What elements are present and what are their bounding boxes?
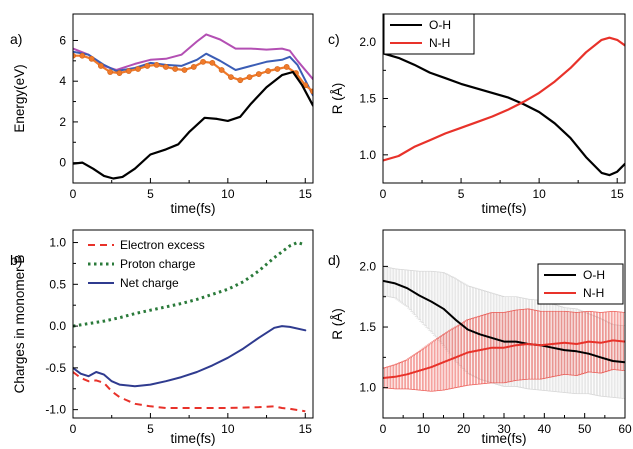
data-point [209,59,216,66]
data-point [172,66,179,72]
panel-c: 0 5 10 15 1.0 1.5 2.0 c) time(fs) R (Å) O-H N-H [328,13,626,216]
series-line-n-h [383,339,625,379]
data-point [237,77,244,84]
data-point [190,64,197,70]
panel-label: d) [328,252,340,268]
y-tick-label: 1.5 [359,92,376,106]
x-tick-label: 10 [221,422,235,436]
x-tick-label: 0 [70,422,77,436]
y-axis-label: R (Å) [330,308,345,340]
data-point [283,64,290,70]
legend-label: O-H [429,18,451,32]
data-point [163,64,169,70]
x-tick-label: 60 [618,422,632,436]
series-line-proton-charge [73,241,306,328]
axes-frame [72,229,314,419]
x-tick-label: 5 [147,422,154,436]
x-tick-label: 0 [70,187,77,201]
data-point [125,68,132,74]
series-line-3 [73,70,313,180]
series-line-o-h [383,279,625,364]
legend-box [383,13,475,55]
data-point [88,55,95,62]
x-tick-label: 15 [611,187,625,201]
x-tick-label: 0 [380,187,387,201]
plot-area [73,33,313,180]
plot-area [73,241,307,413]
plot-area [383,266,625,399]
data-point [144,63,151,69]
x-tick-label: 40 [538,422,552,436]
panel-label: a) [10,31,22,47]
data-point [246,74,253,81]
data-point [181,67,188,73]
axes-frame [72,13,314,184]
series-line-electron-excess [73,371,306,413]
data-point [218,67,225,73]
panel-label: b) [10,252,22,268]
y-tick-label: 1.5 [359,320,376,334]
legend-label: N-H [583,286,604,300]
panel-d: 0 10 20 30 40 50 60 1.0 1.5 2.0 d) time(fs) R (Å) O-H… [328,229,632,446]
y-axis-label: R (Å) [330,83,345,115]
y-tick-label: 0.0 [49,319,66,333]
y-tick-label: -0.5 [45,361,66,375]
x-axis-label: time(fs) [482,201,527,216]
series-line-1 [73,50,313,97]
panel-label: c) [328,31,340,47]
x-tick-label: 0 [380,422,387,436]
y-tick-label: 1.0 [359,381,376,395]
y-tick-label: 1.0 [359,148,376,162]
data-point [79,52,86,59]
data-point [265,68,271,74]
y-tick-label: 0 [59,156,66,170]
y-tick-label: 1.0 [49,236,66,250]
y-tick-label: 4 [59,74,66,88]
data-point [200,58,206,65]
panel-b: 0 5 10 15 -1.0 -0.5 0.0 0.5 1.0 b) time(fs) Charges… [10,229,314,446]
x-tick-label: 30 [497,422,511,436]
x-axis-label: time(fs) [171,201,216,216]
data-point [97,63,104,69]
data-point [116,70,123,76]
y-tick-label: -1.0 [45,403,66,417]
panel-a: 0 5 10 15 0 2 4 6 a) time(fs) Energy(eV) [10,13,314,216]
x-tick-label: 10 [532,187,546,201]
data-point [107,69,114,75]
series-line-n-h [383,36,625,162]
x-tick-label: 15 [299,422,313,436]
y-tick-label: 6 [59,33,66,47]
x-axis-label: time(fs) [482,431,527,446]
data-point [228,74,234,81]
x-tick-label: 10 [417,422,431,436]
legend-box [537,263,624,305]
legend-label: N-H [429,36,450,50]
x-tick-label: 5 [147,187,154,201]
data-point [153,62,160,68]
legend-label: Electron excess [120,238,205,252]
series-line-net-charge [73,325,307,388]
x-tick-label: 50 [578,422,592,436]
x-axis-label: time(fs) [171,431,216,446]
legend-label: Net charge [120,276,179,290]
y-axis-label: Energy(eV) [12,64,27,132]
y-tick-label: 2.0 [359,35,376,49]
data-point [274,66,281,72]
legend-label: Proton charge [120,257,196,271]
y-tick-label: 0.5 [49,277,66,291]
data-point [135,66,141,72]
y-tick-label: 2 [59,115,66,129]
series-line-o-h [383,52,625,177]
x-tick-label: 5 [458,187,465,201]
plot-area [383,36,625,177]
legend-label: O-H [583,268,605,282]
x-tick-label: 10 [221,187,235,201]
y-axis-label: Charges in monomer B [12,255,27,394]
x-tick-label: 15 [299,187,313,201]
x-tick-label: 20 [457,422,471,436]
data-point [255,71,262,77]
y-tick-label: 2.0 [359,259,376,273]
